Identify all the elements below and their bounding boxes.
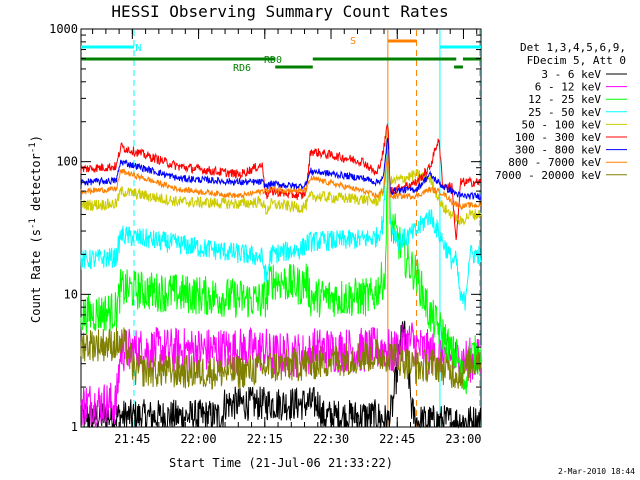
series-line bbox=[80, 126, 482, 227]
date-stamp: 2-Mar-2010 18:44 bbox=[558, 467, 635, 476]
legend-label: 25 - 50 keV bbox=[528, 106, 601, 119]
x-tick-label: 23:00 bbox=[445, 432, 481, 446]
y-tick-label: 10 bbox=[64, 287, 78, 301]
axes: 1 10 100 1000 21:45 22:00 22:15 22:30 22:45 23:00 bbox=[49, 22, 481, 446]
x-tick-label: 22:30 bbox=[313, 432, 349, 446]
y-axis-label: Count Rate (s-1 detector-1) bbox=[28, 135, 43, 323]
legend-label: 800 - 7000 keV bbox=[508, 156, 601, 169]
plot-frame bbox=[80, 28, 482, 428]
legend-label: 300 - 800 keV bbox=[515, 144, 601, 157]
flag-label-rd6: RD6 bbox=[233, 63, 251, 74]
flag-label-s: S bbox=[350, 36, 356, 47]
legend: Det 1,3,4,5,6,9,FDecim 5, Att 03 - 6 keV… bbox=[495, 41, 627, 182]
flag-label-rd0: RD0 bbox=[264, 55, 282, 66]
x-tick-label: 22:45 bbox=[379, 432, 415, 446]
chart-title: HESSI Observing Summary Count Rates bbox=[111, 2, 448, 21]
y-tick-label: 100 bbox=[56, 155, 78, 169]
x-axis-label: Start Time (21-Jul-06 21:33:22) bbox=[169, 456, 393, 470]
legend-label: 50 - 100 keV bbox=[522, 118, 602, 131]
legend-label: 6 - 12 keV bbox=[535, 81, 602, 94]
series-line bbox=[80, 320, 482, 429]
legend-label: 7000 - 20000 keV bbox=[495, 169, 601, 182]
y-tick-label: 1000 bbox=[49, 22, 78, 36]
y-tick-label: 1 bbox=[71, 420, 78, 434]
legend-header: FDecim 5, Att 0 bbox=[527, 54, 626, 67]
x-tick-label: 22:15 bbox=[247, 432, 283, 446]
series-line bbox=[80, 137, 482, 201]
flag-label-n: N bbox=[135, 43, 141, 54]
legend-header: Det 1,3,4,5,6,9, bbox=[520, 41, 626, 54]
series-line bbox=[80, 327, 482, 390]
series-line bbox=[80, 129, 482, 395]
legend-label: 100 - 300 keV bbox=[515, 131, 601, 144]
x-tick-label: 22:00 bbox=[181, 432, 217, 446]
plot-area: N S RD0 RD6 bbox=[80, 30, 482, 429]
legend-label: 12 - 25 keV bbox=[528, 93, 601, 106]
x-tick-label: 21:45 bbox=[114, 432, 150, 446]
series-line bbox=[80, 121, 482, 311]
series-line bbox=[80, 149, 482, 211]
legend-label: 3 - 6 keV bbox=[541, 68, 601, 81]
